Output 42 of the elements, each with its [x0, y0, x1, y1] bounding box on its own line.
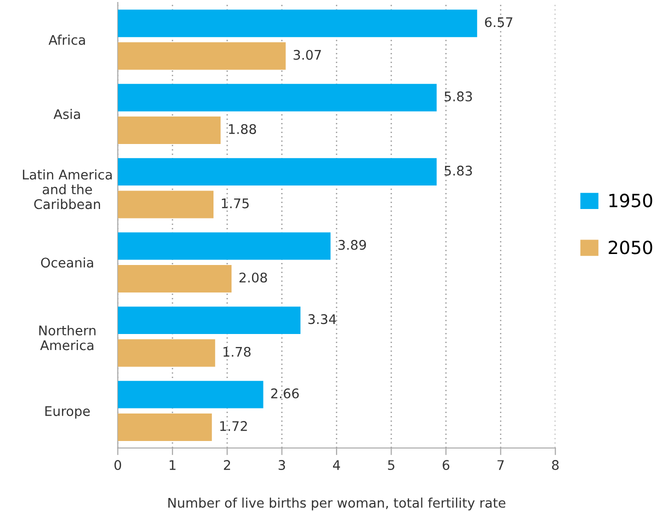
x-tick-label: 6 — [442, 460, 450, 470]
x-tick-label: 1 — [170, 460, 176, 470]
y-tick-label: Oceania — [41, 257, 94, 268]
data-label: 6.57 — [485, 17, 512, 28]
data-label: 5.83 — [444, 166, 472, 176]
bar — [118, 413, 212, 441]
data-label: 3.89 — [338, 240, 366, 250]
bar — [118, 306, 300, 334]
bar — [118, 339, 216, 367]
bar — [118, 84, 437, 112]
x-tick-label: 8 — [552, 460, 559, 470]
data-label: 2.08 — [239, 272, 267, 283]
y-tick-label: Asia — [54, 108, 80, 120]
bar — [118, 265, 232, 292]
data-label: 1.88 — [229, 124, 256, 134]
bar — [118, 232, 331, 260]
bar — [118, 380, 264, 408]
y-tick-label: Europe — [45, 406, 90, 419]
x-tick-label: 4 — [333, 460, 340, 470]
y-tick-label: Latin America and the Caribbean — [22, 169, 112, 210]
data-label: 1.78 — [224, 346, 251, 357]
x-tick-label: 7 — [498, 460, 504, 470]
bar — [118, 190, 214, 218]
legend-label: 1950 — [609, 194, 652, 208]
data-label: 2.66 — [271, 388, 299, 398]
x-tick-label: 3 — [278, 460, 286, 470]
bar — [118, 42, 286, 70]
data-label: 3.07 — [294, 50, 321, 60]
data-label: 5.83 — [444, 91, 472, 102]
x-tick-label: 0 — [114, 460, 122, 470]
data-label: 1.75 — [222, 198, 249, 208]
data-label: 3.34 — [308, 314, 336, 324]
bar — [118, 158, 437, 186]
y-tick-label: Africa — [48, 34, 85, 45]
bar — [118, 10, 478, 38]
data-label: 1.72 — [220, 421, 247, 431]
x-tick-label: 5 — [388, 460, 394, 470]
y-tick-label: Northern America — [39, 325, 96, 350]
legend-label: 2050 — [608, 240, 652, 254]
bar — [118, 116, 221, 144]
x-tick-label: 2 — [224, 460, 230, 470]
x-axis-title: Number of live births per woman, total fertility rate — [168, 498, 506, 510]
